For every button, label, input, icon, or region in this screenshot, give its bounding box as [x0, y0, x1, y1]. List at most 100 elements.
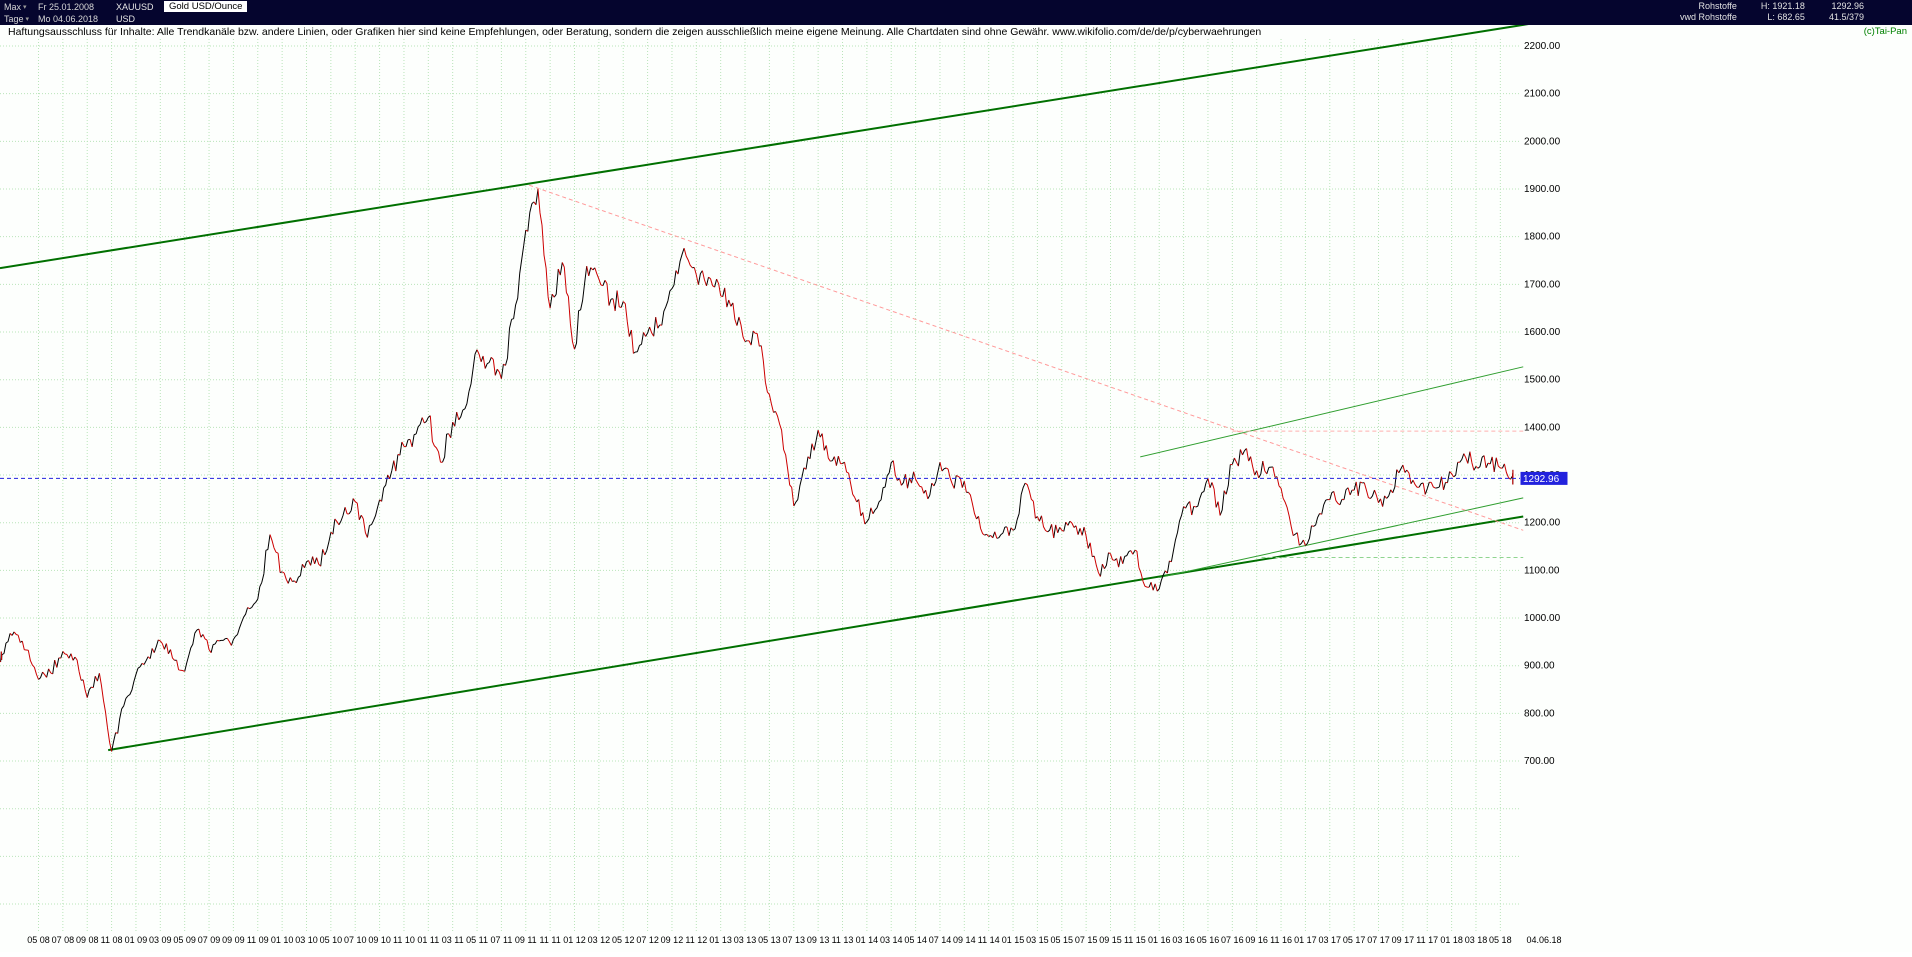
- x-axis-tick-label: 03 13: [734, 935, 757, 945]
- y-axis-tick-label: 700.00: [1524, 756, 1555, 767]
- y-axis-tick-label: 1400.00: [1524, 422, 1561, 433]
- last-price: 1292.96: [1831, 1, 1864, 11]
- x-axis-tick-label: 01 12: [563, 935, 586, 945]
- dropdown-arrow-icon: ▾: [23, 3, 27, 11]
- x-axis-tick-label: 07 14: [929, 935, 952, 945]
- y-axis-tick-label: 1000.00: [1524, 613, 1561, 624]
- x-axis-tick-label: 03 16: [1172, 935, 1195, 945]
- x-axis-tick-label: 11 16: [1270, 935, 1292, 945]
- start-date-field[interactable]: Fr 25.01.2008: [38, 1, 95, 12]
- source-label: vwd Rohstoffe: [1680, 12, 1737, 22]
- x-axis-tick-label: 07 08: [52, 935, 75, 945]
- x-axis-tick-label: 11 09: [247, 935, 269, 945]
- x-axis-tick-label: 05 17: [1343, 935, 1366, 945]
- chart-settings-block: Max ▾ Fr 25.01.2008 XAUUSD Gold USD/Ounc…: [4, 1, 248, 25]
- y-axis-tick-label: 1500.00: [1524, 375, 1561, 386]
- instrument-name: Gold USD/Ounce: [164, 1, 248, 12]
- x-axis-tick-label: 09 13: [807, 935, 830, 945]
- x-axis-tick-label: 01 13: [709, 935, 732, 945]
- x-axis-tick-label: 07 11: [490, 935, 512, 945]
- x-axis-tick-label: 07 16: [1221, 935, 1244, 945]
- title-bar: Max ▾ Fr 25.01.2008 XAUUSD Gold USD/Ounc…: [0, 0, 1912, 25]
- price-chart-svg[interactable]: 05 08 07 08 09 08 11 08 01 09 03 09 05 09 07 09…: [0, 15, 1912, 952]
- range-dropdown-label: Max: [4, 1, 22, 12]
- y-axis-tick-label: 1900.00: [1524, 184, 1561, 195]
- low-value: L: 682.65: [1767, 12, 1805, 22]
- y-axis-tick-label: 1100.00: [1524, 565, 1560, 576]
- x-axis-tick-label: 11 08: [101, 935, 123, 945]
- x-axis-tick-label: 01 11: [417, 935, 439, 945]
- x-axis-tick-label: 01 15: [1002, 935, 1025, 945]
- quote-info-block: Rohstoffe H: 1921.18 1292.96 vwd Rohstof…: [1680, 1, 1864, 22]
- x-axis-tick-label: 09 16: [1245, 935, 1268, 945]
- x-axis-tick-label: 01 17: [1294, 935, 1317, 945]
- y-axis-tick-label: 1700.00: [1524, 279, 1561, 290]
- x-axis-tick-label: 09 14: [953, 935, 976, 945]
- disclaimer-text: Haftungsausschluss für Inhalte: Alle Tre…: [8, 26, 1262, 38]
- x-axis-tick-label: 01 16: [1148, 935, 1171, 945]
- x-axis-tick-label: 03 15: [1026, 935, 1049, 945]
- x-axis-tick-label: 09 09: [222, 935, 245, 945]
- x-axis-tick-label: 05 09: [173, 935, 196, 945]
- currency-label: USD: [116, 13, 136, 24]
- x-axis-tick-label: 05 18: [1489, 935, 1512, 945]
- x-axis-tick-label: 01 09: [125, 935, 148, 945]
- symbol-field[interactable]: XAUUSD: [116, 1, 154, 12]
- y-axis-tick-label: 1600.00: [1524, 327, 1561, 338]
- x-axis-tick-label: 11 15: [1124, 935, 1146, 945]
- x-axis-tick-label: 03 14: [880, 935, 903, 945]
- x-axis-tick-label: 07 09: [198, 935, 221, 945]
- x-axis-tick-label: 03 12: [588, 935, 611, 945]
- x-axis-tick-label: 03 17: [1319, 935, 1342, 945]
- current-price-tag-label: 1292.96: [1523, 474, 1560, 485]
- x-axis-tick-label: 05 11: [466, 935, 488, 945]
- y-axis-tick-label: 1200.00: [1524, 518, 1561, 529]
- x-axis-tick-label: 05 08: [27, 935, 50, 945]
- high-value: H: 1921.18: [1760, 1, 1805, 11]
- x-axis-tick-label: 01 18: [1440, 935, 1463, 945]
- end-date-field[interactable]: Mo 04.06.2018: [38, 13, 99, 24]
- x-axis-tick-label: 03 11: [442, 935, 464, 945]
- x-axis-tick-label: 03 18: [1465, 935, 1488, 945]
- x-axis-tick-label: 11 17: [1416, 935, 1438, 945]
- x-axis-end-date-label: 04.06.18: [1526, 935, 1561, 945]
- x-axis-tick-label: 05 12: [612, 935, 635, 945]
- x-axis-tick-label: 09 12: [661, 935, 684, 945]
- x-axis-tick-label: 03 10: [295, 935, 318, 945]
- stat-value: 41.5/379: [1828, 12, 1864, 22]
- x-axis-tick-label: 03 09: [149, 935, 172, 945]
- x-axis-tick-label: 11 14: [978, 935, 1000, 945]
- x-axis-tick-label: 09 11: [515, 935, 537, 945]
- x-axis-tick-label: 05 13: [758, 935, 781, 945]
- x-axis-tick-label: 11 10: [393, 935, 415, 945]
- y-axis-tick-label: 900.00: [1524, 661, 1555, 672]
- x-axis-tick-label: 05 15: [1051, 935, 1074, 945]
- x-axis-tick-label: 11 13: [832, 935, 854, 945]
- x-axis-tick-label: 07 12: [636, 935, 659, 945]
- x-axis-tick-label: 07 10: [344, 935, 367, 945]
- x-axis-tick-label: 01 14: [856, 935, 879, 945]
- x-axis-tick-label: 09 17: [1392, 935, 1415, 945]
- period-dropdown[interactable]: Tage ▾: [4, 14, 38, 24]
- x-axis-tick-label: 09 10: [368, 935, 391, 945]
- y-axis-tick-label: 1800.00: [1524, 232, 1561, 243]
- x-axis-tick-label: 11 12: [685, 935, 707, 945]
- chart-area[interactable]: 05 08 07 08 09 08 11 08 01 09 03 09 05 09 07 09…: [0, 15, 1912, 952]
- x-axis-tick-label: 05 10: [320, 935, 343, 945]
- y-axis-tick-label: 2000.00: [1524, 136, 1561, 147]
- dropdown-arrow-icon: ▾: [25, 15, 30, 23]
- x-axis-tick-label: 01 10: [271, 935, 294, 945]
- y-axis-tick-label: 2100.00: [1524, 89, 1561, 100]
- x-axis-tick-label: 05 14: [904, 935, 927, 945]
- period-dropdown-label: Tage: [4, 13, 24, 24]
- x-axis-tick-label: 09 15: [1099, 935, 1122, 945]
- range-dropdown[interactable]: Max ▾: [4, 2, 38, 12]
- category-label: Rohstoffe: [1698, 1, 1737, 11]
- y-axis-tick-label: 800.00: [1524, 708, 1555, 719]
- taipan-copyright: (c)Tai-Pan: [1863, 26, 1907, 37]
- x-axis-tick-label: 09 08: [76, 935, 99, 945]
- current-price-tag: [1520, 471, 1568, 485]
- x-axis-tick-label: 11 11: [540, 935, 561, 945]
- disclaimer-bar: Haftungsausschluss für Inhalte: Alle Tre…: [0, 25, 1912, 39]
